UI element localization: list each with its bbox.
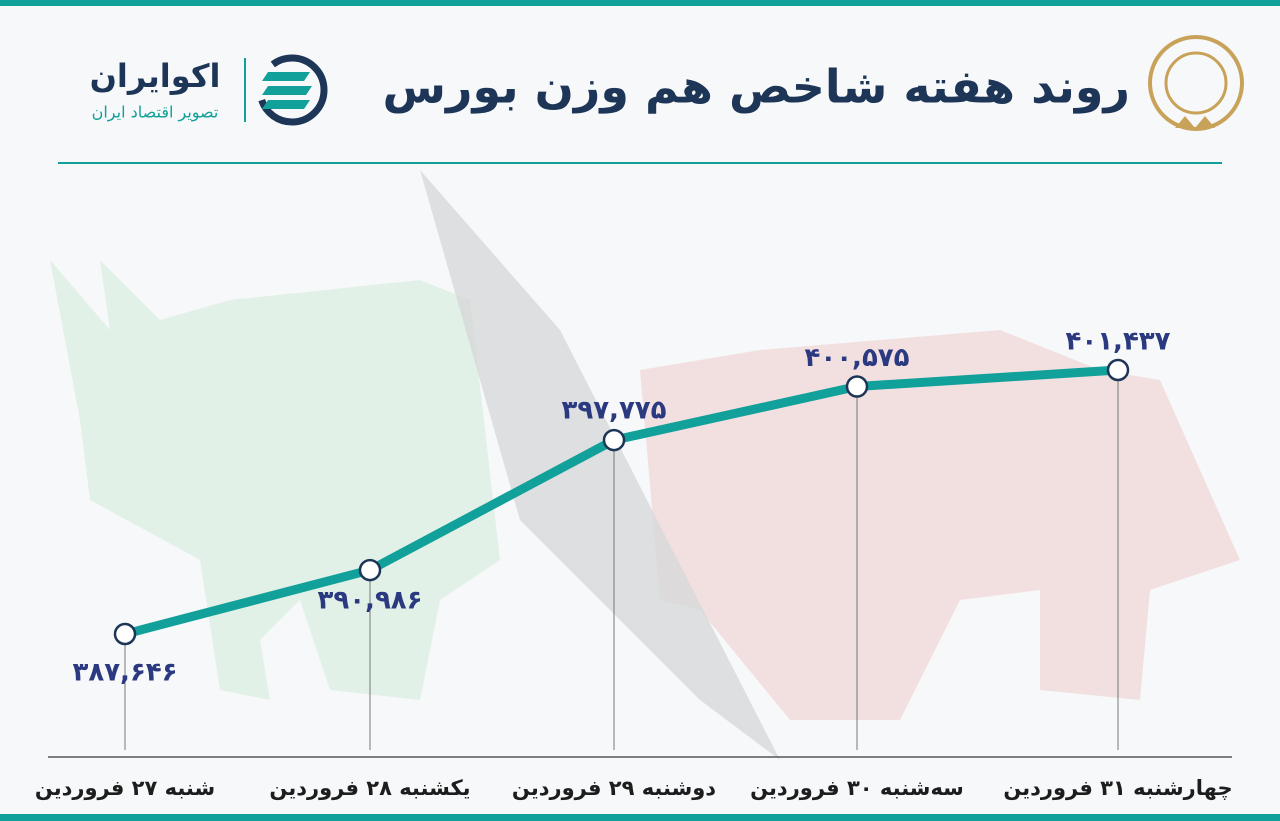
point: [1106, 358, 1130, 382]
value-label: ۳۹۷,۷۷۵: [561, 396, 666, 426]
x-tick-label: چهارشنبه ۳۱ فروردین: [1003, 776, 1232, 800]
x-tick-label: سه‌شنبه ۳۰ فروردین: [750, 776, 964, 800]
top-bar: [0, 0, 1280, 6]
point: [113, 622, 137, 646]
chart-title: روند هفته شاخص هم وزن بورس: [383, 60, 1130, 114]
point: [602, 428, 626, 452]
x-tick-label: یکشنبه ۲۸ فروردین: [269, 776, 470, 800]
icon-stripes: [262, 72, 312, 109]
value-label: ۳۹۰,۹۸۶: [317, 586, 422, 616]
logo-tagline: تصویر اقتصاد ایران: [92, 103, 219, 123]
value-label: ۴۰۰,۵۷۵: [804, 343, 909, 373]
point: [358, 558, 382, 582]
value-label: ۳۸۷,۶۴۶: [72, 658, 177, 688]
exchange-logo: [1148, 35, 1244, 131]
bear-silhouette: [640, 330, 1240, 720]
x-tick-label: دوشنبه ۲۹ فروردین: [512, 776, 716, 800]
x-tick-label: شنبه ۲۷ فروردین: [35, 776, 215, 800]
value-label: ۴۰۱,۴۳۷: [1065, 327, 1170, 357]
bottom-bar: [0, 814, 1280, 821]
arrow-silhouette: [420, 170, 780, 760]
logo-name: اکوایران: [90, 57, 221, 95]
exchange-logo-inner: [1164, 51, 1228, 115]
bull-silhouette: [50, 260, 500, 700]
ecoiran-icon: [256, 54, 328, 126]
point: [845, 375, 869, 398]
exchange-logo-base: [1175, 116, 1215, 128]
icon-ring: [256, 54, 328, 126]
